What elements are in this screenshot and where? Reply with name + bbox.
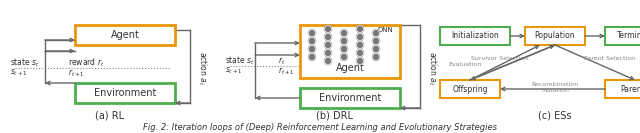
Text: state $s_t$: state $s_t$ — [10, 57, 40, 69]
Circle shape — [340, 38, 348, 45]
Circle shape — [308, 30, 316, 36]
Circle shape — [324, 57, 332, 65]
Text: Parents: Parents — [621, 84, 640, 93]
Circle shape — [372, 38, 380, 45]
Circle shape — [324, 41, 332, 49]
Circle shape — [308, 38, 316, 45]
Circle shape — [356, 34, 364, 41]
Bar — [75, 83, 175, 103]
Bar — [300, 88, 400, 108]
Circle shape — [324, 49, 332, 57]
Circle shape — [372, 30, 380, 36]
Text: DNN: DNN — [377, 27, 393, 33]
Text: Survivor Selection: Survivor Selection — [472, 55, 529, 61]
Text: $r_{t+1}$: $r_{t+1}$ — [278, 65, 294, 77]
Text: (a) RL: (a) RL — [95, 111, 125, 121]
Circle shape — [372, 45, 380, 53]
Text: Environment: Environment — [94, 88, 156, 98]
Text: Fig. 2: Iteration loops of (Deep) Reinforcement Learning and Evolutionary Strate: Fig. 2: Iteration loops of (Deep) Reinfo… — [143, 122, 497, 132]
Text: Initialization: Initialization — [451, 32, 499, 41]
Text: Agent: Agent — [335, 63, 364, 73]
Text: Population: Population — [534, 32, 575, 41]
Bar — [605, 27, 640, 45]
Circle shape — [356, 26, 364, 32]
Bar — [75, 25, 175, 45]
Text: state $s_t$: state $s_t$ — [225, 55, 255, 67]
Circle shape — [308, 53, 316, 61]
Text: (c) ESs: (c) ESs — [538, 111, 572, 121]
Circle shape — [356, 49, 364, 57]
Text: Parent Selection: Parent Selection — [584, 55, 636, 61]
Text: $r_t$: $r_t$ — [278, 55, 285, 67]
Text: Environment: Environment — [319, 93, 381, 103]
Text: $r_{t+1}$: $r_{t+1}$ — [68, 67, 84, 79]
Text: Offspring: Offspring — [452, 84, 488, 93]
Circle shape — [324, 34, 332, 41]
Circle shape — [340, 53, 348, 61]
Text: Termination: Termination — [618, 32, 640, 41]
Circle shape — [356, 41, 364, 49]
Text: Mutation: Mutation — [541, 88, 569, 93]
Text: Recombination: Recombination — [531, 82, 579, 88]
Circle shape — [324, 26, 332, 32]
Bar — [300, 25, 400, 78]
Circle shape — [340, 30, 348, 36]
Circle shape — [372, 53, 380, 61]
Text: $s_{t+1}$: $s_{t+1}$ — [10, 68, 28, 78]
Text: (b) DRL: (b) DRL — [317, 111, 353, 121]
Text: Evaluation: Evaluation — [448, 63, 481, 68]
Bar — [605, 80, 640, 98]
Bar — [525, 27, 585, 45]
Circle shape — [308, 45, 316, 53]
Circle shape — [340, 45, 348, 53]
Text: action $a_t$: action $a_t$ — [196, 51, 209, 85]
Text: action $a_t$: action $a_t$ — [426, 51, 438, 85]
Bar — [440, 27, 510, 45]
Text: reward $r_t$: reward $r_t$ — [68, 57, 104, 69]
Text: Agent: Agent — [111, 30, 140, 40]
Bar — [440, 80, 500, 98]
Text: $s_{t+1}$: $s_{t+1}$ — [225, 66, 243, 76]
Circle shape — [356, 57, 364, 65]
